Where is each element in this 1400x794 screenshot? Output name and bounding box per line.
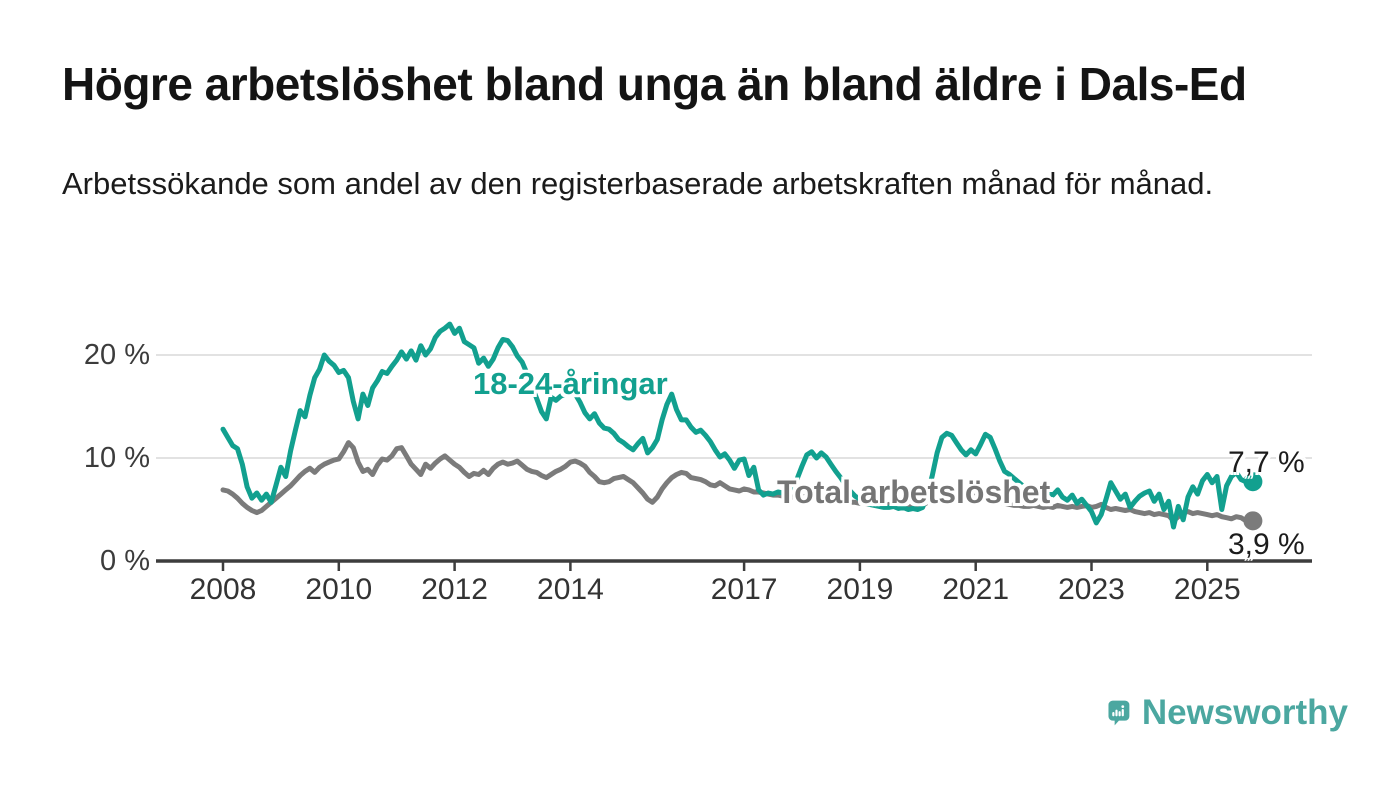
y-tick-label: 10 %: [83, 442, 150, 474]
x-tick-label: 2019: [826, 573, 894, 606]
end-dot-young: [1243, 472, 1263, 492]
series-label-total: Total arbetslöshet: [777, 474, 1051, 510]
y-tick-label: 0 %: [100, 545, 150, 577]
newsworthy-logo-icon: [1108, 700, 1130, 726]
series-line-total: [220, 440, 1249, 524]
end-dot-total: [1243, 511, 1263, 531]
series-label-young: 18-24-åringar: [473, 366, 668, 401]
page-title: Högre arbetslöshet bland unga än bland ä…: [62, 58, 1247, 110]
x-tick-label: 2017: [710, 573, 778, 606]
x-tick-label: 2025: [1173, 573, 1241, 606]
end-value-label-young: 7,7 %: [1228, 446, 1305, 479]
x-tick-label: 2012: [421, 573, 488, 606]
newsworthy-logo-text: Newsworthy: [1141, 693, 1348, 732]
x-tick-label: 2014: [537, 573, 604, 606]
newsworthy-logo: Newsworthy: [1108, 682, 1348, 744]
y-tick-label: 20 %: [83, 339, 150, 371]
x-tick-label: 2008: [189, 573, 257, 606]
series-line-young: [220, 321, 1249, 530]
x-tick-label: 2010: [305, 573, 373, 606]
x-tick-label: 2023: [1058, 573, 1125, 606]
end-value-label-total: 3,9 %: [1228, 528, 1305, 561]
page-subtitle: Arbetssökande som andel av den registerb…: [62, 166, 1214, 201]
x-tick-label: 2021: [942, 573, 1010, 606]
